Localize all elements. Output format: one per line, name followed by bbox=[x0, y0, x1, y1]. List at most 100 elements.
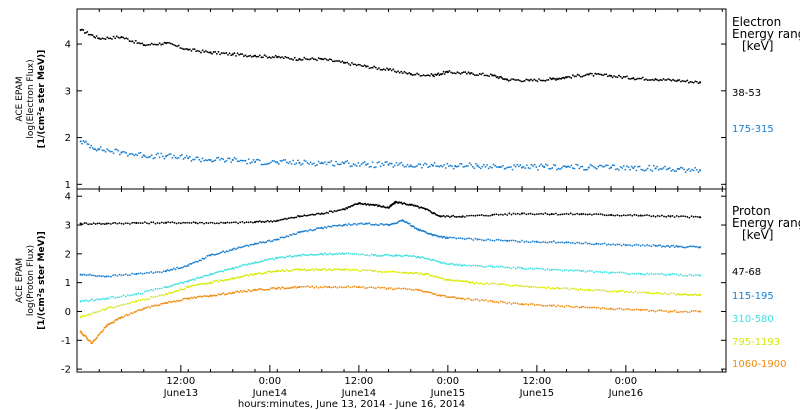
data-point bbox=[507, 284, 510, 286]
data-point bbox=[258, 260, 261, 263]
data-point bbox=[128, 40, 131, 42]
data-point bbox=[285, 235, 288, 237]
data-point bbox=[632, 77, 635, 80]
xtick-label-date: June13 bbox=[163, 388, 199, 399]
data-point bbox=[552, 163, 555, 166]
data-point bbox=[408, 222, 411, 225]
data-point bbox=[419, 163, 422, 166]
data-point bbox=[107, 306, 110, 309]
data-point bbox=[227, 250, 229, 253]
data-point bbox=[298, 215, 301, 218]
data-point bbox=[239, 159, 242, 162]
data-point bbox=[292, 159, 295, 162]
data-point bbox=[328, 252, 331, 255]
data-point bbox=[379, 223, 382, 225]
data-point bbox=[274, 287, 277, 290]
data-point bbox=[435, 165, 438, 168]
data-point bbox=[330, 160, 333, 162]
data-point bbox=[560, 287, 563, 290]
data-point bbox=[513, 164, 515, 167]
data-point bbox=[667, 311, 670, 314]
data-point bbox=[514, 213, 517, 216]
data-point bbox=[314, 164, 317, 167]
data-point bbox=[227, 292, 229, 295]
data-point bbox=[130, 152, 132, 155]
data-point bbox=[91, 146, 94, 149]
data-point bbox=[423, 290, 426, 293]
data-point bbox=[620, 308, 623, 310]
data-point bbox=[505, 167, 508, 170]
data-point bbox=[694, 274, 697, 276]
data-point bbox=[559, 268, 562, 271]
data-point bbox=[453, 296, 456, 298]
data-point bbox=[494, 282, 497, 285]
data-point bbox=[158, 271, 161, 273]
data-point bbox=[311, 253, 314, 256]
data-point bbox=[344, 208, 346, 211]
data-point bbox=[293, 163, 296, 166]
data-point bbox=[173, 154, 175, 157]
data-point bbox=[437, 72, 440, 75]
data-point bbox=[185, 265, 188, 268]
data-point bbox=[406, 72, 409, 75]
data-point bbox=[252, 158, 255, 161]
data-point bbox=[428, 291, 431, 294]
data-point bbox=[93, 148, 95, 151]
data-point bbox=[187, 48, 190, 51]
data-point bbox=[433, 75, 435, 78]
data-point bbox=[627, 273, 629, 276]
data-point bbox=[491, 265, 494, 268]
data-point bbox=[457, 297, 459, 299]
data-point bbox=[517, 165, 520, 168]
data-point bbox=[212, 253, 215, 256]
data-point bbox=[103, 275, 106, 278]
data-point bbox=[147, 156, 150, 159]
data-point bbox=[274, 54, 277, 57]
data-point bbox=[203, 258, 206, 260]
data-point bbox=[398, 162, 401, 165]
data-point bbox=[460, 163, 463, 165]
data-point bbox=[345, 286, 348, 288]
data-point bbox=[438, 165, 441, 168]
data-point bbox=[667, 273, 670, 276]
data-point bbox=[171, 268, 174, 271]
data-point bbox=[194, 221, 197, 224]
data-point bbox=[203, 295, 206, 297]
data-point bbox=[104, 150, 107, 153]
data-point bbox=[252, 289, 255, 291]
data-point bbox=[571, 306, 574, 309]
xtick-label-time: 12:00 bbox=[344, 376, 373, 387]
data-point bbox=[656, 78, 659, 81]
data-point bbox=[432, 275, 435, 278]
data-point bbox=[211, 52, 213, 55]
data-point bbox=[320, 212, 323, 215]
data-point bbox=[579, 288, 582, 290]
data-point bbox=[506, 78, 509, 81]
data-point bbox=[357, 285, 360, 289]
data-point bbox=[584, 306, 587, 309]
data-point bbox=[609, 74, 613, 77]
data-point bbox=[122, 274, 125, 276]
data-point bbox=[410, 255, 413, 258]
data-point bbox=[698, 246, 702, 249]
data-point bbox=[643, 169, 646, 172]
data-point bbox=[359, 63, 361, 66]
data-point bbox=[601, 271, 604, 274]
data-point bbox=[528, 79, 531, 82]
data-point bbox=[527, 303, 530, 306]
data-point bbox=[168, 286, 171, 288]
data-point bbox=[599, 164, 601, 167]
data-point bbox=[453, 279, 456, 282]
data-point bbox=[341, 225, 344, 227]
data-point bbox=[565, 304, 568, 307]
data-point bbox=[359, 165, 361, 167]
data-point bbox=[660, 79, 663, 82]
data-point bbox=[331, 224, 334, 227]
data-point bbox=[238, 246, 241, 249]
data-point bbox=[499, 75, 502, 78]
data-point bbox=[425, 290, 428, 293]
data-point bbox=[247, 245, 250, 247]
data-point bbox=[300, 268, 303, 271]
data-point bbox=[571, 213, 574, 216]
data-point bbox=[519, 164, 522, 166]
